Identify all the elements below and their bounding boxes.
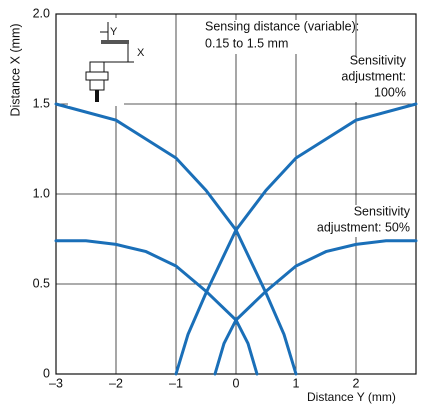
curve [54,239,259,376]
annotation: adjustment: 50% [317,220,410,234]
icon-cable [95,90,99,102]
x-tick-label: 2 [353,376,360,390]
y-tick-label: 0 [43,366,50,380]
plot-frame [55,13,417,375]
icon-label: Y [110,26,118,38]
x-tick-label: –1 [169,376,183,390]
x-tick-label: 1 [293,376,300,390]
y-tick-label: 1.5 [33,96,50,110]
annotation: Sensing distance (variable): [205,19,359,33]
annotation-box: Sensing distance (variable): 0.15 to 1.5… [200,19,411,237]
annotation: 100% [374,85,406,99]
sensor-icon: Y X [68,18,145,106]
annotation: Sensitivity [350,53,407,67]
annotation: adjustment: [341,69,406,83]
curve [213,239,418,376]
curve [174,102,418,376]
annotation: Sensitivity [354,204,411,218]
y-tick-label: 0.5 [33,276,50,290]
curve [54,102,298,376]
y-tick-label: 1.0 [33,186,50,200]
y-axis-label: Distance X (mm) [8,23,22,116]
annotation-bg [200,20,330,54]
icon-target [101,40,129,44]
x-tick-label: –2 [109,376,123,390]
annotation: 0.15 to 1.5 mm [205,36,288,50]
x-axis-label: Distance Y (mm) [307,390,396,404]
y-tick-label: 2.0 [33,6,50,20]
icon-label: X [137,47,145,59]
annotation-bg [298,205,410,237]
x-tick-label: –3 [49,376,63,390]
x-tick-label: 0 [233,376,240,390]
annotation-bg [328,56,410,102]
